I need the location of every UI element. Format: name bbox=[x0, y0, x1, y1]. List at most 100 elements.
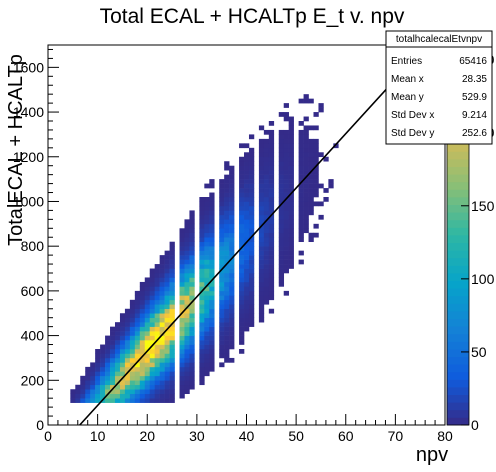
heatmap-cell bbox=[95, 349, 100, 354]
heatmap-cell bbox=[269, 148, 274, 153]
heatmap-cell bbox=[85, 380, 90, 385]
heatmap-cell bbox=[160, 295, 165, 300]
heatmap-cell bbox=[199, 269, 204, 274]
heatmap-cell bbox=[155, 291, 160, 296]
heatmap-cell bbox=[239, 184, 244, 189]
heatmap-cell bbox=[110, 327, 115, 332]
heatmap-cell bbox=[224, 291, 229, 296]
heatmap-cell bbox=[229, 224, 234, 229]
heatmap-cell bbox=[189, 215, 194, 220]
heatmap-cell bbox=[209, 318, 214, 323]
heatmap-cell bbox=[229, 210, 234, 215]
heatmap-cell bbox=[279, 255, 284, 260]
heatmap-cell bbox=[304, 143, 309, 148]
heatmap-cell bbox=[204, 201, 209, 206]
heatmap-cell bbox=[224, 300, 229, 305]
heatmap-cell bbox=[125, 380, 130, 385]
heatmap-cell bbox=[239, 188, 244, 193]
heatmap-cell bbox=[219, 331, 224, 336]
heatmap-cell bbox=[224, 161, 229, 166]
heatmap-cell bbox=[224, 184, 229, 189]
heatmap-cell bbox=[150, 367, 155, 372]
heatmap-cell bbox=[239, 161, 244, 166]
stats-box: totalhcalecalEtvnpv Entries 65416 Mean x 28… bbox=[386, 31, 492, 144]
heatmap-cell bbox=[259, 143, 264, 148]
heatmap-cell bbox=[299, 139, 304, 144]
heatmap-cell bbox=[150, 286, 155, 291]
heatmap-cell bbox=[284, 184, 289, 189]
heatmap-cell bbox=[304, 134, 309, 139]
heatmap-cell bbox=[170, 380, 175, 385]
heatmap-cell bbox=[189, 255, 194, 260]
heatmap-cell bbox=[284, 210, 289, 215]
heatmap-cell bbox=[279, 228, 284, 233]
heatmap-cell bbox=[199, 353, 204, 358]
heatmap-cell bbox=[100, 367, 105, 372]
heatmap-cell bbox=[170, 362, 175, 367]
heatmap-cell bbox=[279, 193, 284, 198]
heatmap-cell bbox=[160, 327, 165, 332]
heatmap-cell bbox=[299, 99, 304, 104]
heatmap-cell bbox=[150, 309, 155, 314]
heatmap-cell bbox=[279, 219, 284, 224]
heatmap-cell bbox=[209, 340, 214, 345]
heatmap-cell bbox=[279, 224, 284, 229]
heatmap-cell bbox=[180, 327, 185, 332]
heatmap-cell bbox=[165, 304, 170, 309]
heatmap-cell bbox=[299, 219, 304, 224]
heatmap-cell bbox=[150, 362, 155, 367]
heatmap-cell bbox=[180, 291, 185, 296]
heatmap-cell bbox=[264, 206, 269, 211]
heatmap-cell bbox=[199, 206, 204, 211]
heatmap-cell bbox=[264, 166, 269, 171]
heatmap-cell bbox=[313, 193, 318, 198]
heatmap-cell bbox=[239, 228, 244, 233]
heatmap-cell bbox=[289, 166, 294, 171]
heatmap-cell bbox=[160, 277, 165, 282]
heatmap-cell bbox=[180, 349, 185, 354]
heatmap-cell bbox=[140, 362, 145, 367]
heatmap-cell bbox=[80, 385, 85, 390]
heatmap-cell bbox=[150, 331, 155, 336]
heatmap-cell bbox=[165, 358, 170, 363]
heatmap-cell bbox=[229, 175, 234, 180]
heatmap-cell bbox=[244, 210, 249, 215]
heatmap-cell bbox=[244, 318, 249, 323]
heatmap-cell bbox=[184, 264, 189, 269]
heatmap-cell bbox=[259, 206, 264, 211]
heatmap-cell bbox=[313, 233, 318, 238]
heatmap-cell bbox=[110, 394, 115, 399]
heatmap-cell bbox=[269, 157, 274, 162]
heatmap-cell bbox=[304, 201, 309, 206]
heatmap-cell bbox=[120, 398, 125, 403]
heatmap-cell bbox=[209, 313, 214, 318]
heatmap-cell bbox=[155, 313, 160, 318]
heatmap-cell bbox=[184, 251, 189, 256]
heatmap-cell bbox=[199, 251, 204, 256]
heatmap-cell bbox=[135, 295, 140, 300]
heatmap-cell bbox=[155, 345, 160, 350]
heatmap-cell bbox=[204, 233, 209, 238]
heatmap-cell bbox=[224, 215, 229, 220]
heatmap-cell bbox=[130, 345, 135, 350]
heatmap-cell bbox=[150, 295, 155, 300]
heatmap-cell bbox=[224, 336, 229, 341]
heatmap-cell bbox=[160, 385, 165, 390]
heatmap-cell bbox=[219, 228, 224, 233]
heatmap-cell bbox=[140, 376, 145, 381]
heatmap-cell bbox=[125, 318, 130, 323]
heatmap-cell bbox=[284, 237, 289, 242]
heatmap-cell bbox=[219, 260, 224, 265]
heatmap-cell bbox=[165, 295, 170, 300]
heatmap-cell bbox=[304, 139, 309, 144]
heatmap-cell bbox=[180, 277, 185, 282]
heatmap-cell bbox=[170, 260, 175, 265]
z-tick-label: 100 bbox=[471, 271, 495, 287]
heatmap-cell bbox=[189, 345, 194, 350]
heatmap-cell bbox=[130, 304, 135, 309]
heatmap-cell bbox=[170, 286, 175, 291]
heatmap-cell bbox=[264, 143, 269, 148]
heatmap-cell bbox=[199, 376, 204, 381]
heatmap-cell bbox=[269, 295, 274, 300]
heatmap-cell bbox=[318, 103, 323, 108]
